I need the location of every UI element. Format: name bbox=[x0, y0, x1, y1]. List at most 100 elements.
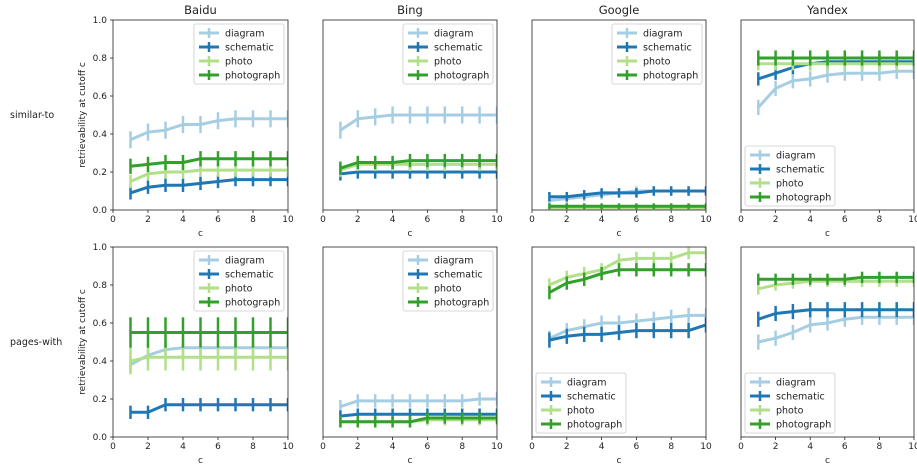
panel-frame bbox=[740, 246, 915, 438]
x-tick-label: 6 bbox=[425, 215, 431, 225]
x-tick-label: 6 bbox=[842, 442, 848, 452]
row-label-pages-with: pages-with bbox=[10, 337, 62, 348]
x-tick-label: 6 bbox=[634, 442, 640, 452]
legend-label-photograph: photograph bbox=[434, 71, 489, 82]
series-line-photograph bbox=[340, 416, 497, 424]
panel-similar-to-bing: 0 2 4 6 8 10 c diagram schematic photo photograph bbox=[320, 19, 503, 239]
x-tick-label: 0 bbox=[529, 442, 535, 452]
y-tick-label: 0.4 bbox=[93, 130, 108, 140]
series-diagram bbox=[339, 392, 497, 414]
series-line-schematic bbox=[757, 308, 914, 321]
y-tick-label: 0.8 bbox=[93, 281, 108, 291]
x-tick-label: 4 bbox=[807, 215, 813, 225]
y-tick-label: 0.2 bbox=[93, 395, 107, 405]
x-tick-label: 8 bbox=[668, 215, 674, 225]
legend-box bbox=[193, 23, 285, 85]
series-diagram bbox=[548, 307, 706, 346]
legend-label-photo: photo bbox=[225, 284, 253, 295]
legend-label-diagram: diagram bbox=[643, 29, 683, 40]
x-tick-label: 0 bbox=[320, 215, 326, 225]
panel-pages-with-bing: 0 2 4 6 8 10 c diagram schematic photo photograph bbox=[320, 246, 503, 466]
legend-label-diagram: diagram bbox=[776, 378, 816, 389]
series-line-photo bbox=[339, 162, 497, 172]
panel-similar-to-yandex: 0 2 4 6 8 10 c diagram schematic photo photograph bbox=[738, 19, 917, 239]
y-tick-label: 0.6 bbox=[93, 319, 108, 329]
series-line-photograph bbox=[339, 159, 497, 170]
legend-label-photo: photo bbox=[776, 406, 804, 417]
series-line-schematic bbox=[757, 60, 914, 81]
x-tick-label: 8 bbox=[250, 215, 256, 225]
series-line-diagram bbox=[757, 69, 914, 109]
legend-label-schematic: schematic bbox=[225, 270, 274, 281]
legend-label-photograph: photograph bbox=[567, 420, 622, 431]
x-tick-label: 0 bbox=[110, 442, 116, 452]
series-photograph bbox=[339, 153, 497, 175]
series-photograph bbox=[757, 271, 914, 285]
plot-area bbox=[339, 106, 497, 181]
panel-similar-to-baidu: 0 2 4 6 8 10 c 0.0 0.2 0.4 0.6 0.8 1.0 retrievability… bbox=[78, 16, 294, 239]
series-line-schematic bbox=[340, 412, 497, 418]
series-line-photo bbox=[129, 168, 288, 183]
series-schematic bbox=[757, 302, 914, 327]
series-line-schematic bbox=[549, 189, 706, 199]
x-axis-label: c bbox=[617, 456, 622, 466]
legend-label-diagram: diagram bbox=[225, 256, 265, 267]
x-tick-label: 0 bbox=[738, 442, 744, 452]
legend-label-photo: photo bbox=[225, 57, 253, 68]
x-tick-label: 4 bbox=[180, 442, 186, 452]
x-axis-label: c bbox=[408, 229, 413, 239]
series-schematic bbox=[129, 398, 288, 419]
x-tick-label: 0 bbox=[110, 215, 116, 225]
panel-frame bbox=[112, 246, 289, 438]
x-tick-label: 6 bbox=[842, 215, 848, 225]
x-tick-label: 6 bbox=[634, 215, 640, 225]
legend-label-photograph: photograph bbox=[643, 71, 698, 82]
legend: diagram schematic photo photograph bbox=[193, 250, 285, 312]
x-tick-label: 2 bbox=[773, 442, 779, 452]
x-tick-label: 0 bbox=[320, 442, 326, 452]
x-tick-label: 4 bbox=[180, 215, 186, 225]
legend-box bbox=[611, 23, 703, 85]
x-tick-label: 10 bbox=[908, 215, 917, 225]
column-title-yandex: Yandex bbox=[806, 3, 848, 17]
series-photo bbox=[129, 343, 288, 375]
panel-frame bbox=[531, 19, 707, 211]
legend-label-photograph: photograph bbox=[434, 298, 489, 309]
y-axis-label: retrievability at cutoff c bbox=[78, 62, 88, 168]
series-diagram bbox=[339, 106, 497, 139]
x-tick-label: 6 bbox=[215, 442, 221, 452]
legend-box bbox=[744, 145, 836, 207]
x-tick-label: 10 bbox=[282, 442, 294, 452]
legend-label-photograph: photograph bbox=[776, 420, 831, 431]
x-axis-label: c bbox=[825, 229, 830, 239]
legend-label-photo: photo bbox=[776, 179, 804, 190]
legend-label-diagram: diagram bbox=[225, 29, 265, 40]
series-line-diagram bbox=[757, 315, 914, 344]
x-tick-label: 8 bbox=[459, 442, 465, 452]
x-tick-label: 2 bbox=[145, 215, 151, 225]
column-title-bing: Bing bbox=[397, 3, 423, 17]
series-line-diagram bbox=[548, 313, 706, 340]
y-tick-label: 0.2 bbox=[93, 168, 107, 178]
x-tick-label: 0 bbox=[529, 215, 535, 225]
x-tick-label: 2 bbox=[145, 442, 151, 452]
x-tick-label: 2 bbox=[355, 215, 361, 225]
x-tick-label: 0 bbox=[738, 215, 744, 225]
x-tick-label: 10 bbox=[491, 442, 503, 452]
legend-label-photo: photo bbox=[434, 57, 462, 68]
legend-label-photo: photo bbox=[643, 57, 671, 68]
plot-area bbox=[548, 247, 706, 348]
x-tick-label: 2 bbox=[773, 215, 779, 225]
series-diagram bbox=[129, 110, 288, 149]
legend-label-schematic: schematic bbox=[643, 43, 692, 54]
legend-label-schematic: schematic bbox=[567, 392, 616, 403]
panel-frame bbox=[112, 19, 289, 211]
series-line-photograph bbox=[758, 275, 914, 281]
x-tick-label: 8 bbox=[877, 215, 883, 225]
y-tick-label: 0.6 bbox=[93, 92, 108, 102]
series-line-schematic bbox=[340, 170, 497, 176]
panel-frame bbox=[322, 246, 498, 438]
series-schematic bbox=[129, 172, 288, 200]
legend: diagram schematic photo photograph bbox=[402, 23, 494, 85]
legend-label-diagram: diagram bbox=[776, 151, 816, 162]
